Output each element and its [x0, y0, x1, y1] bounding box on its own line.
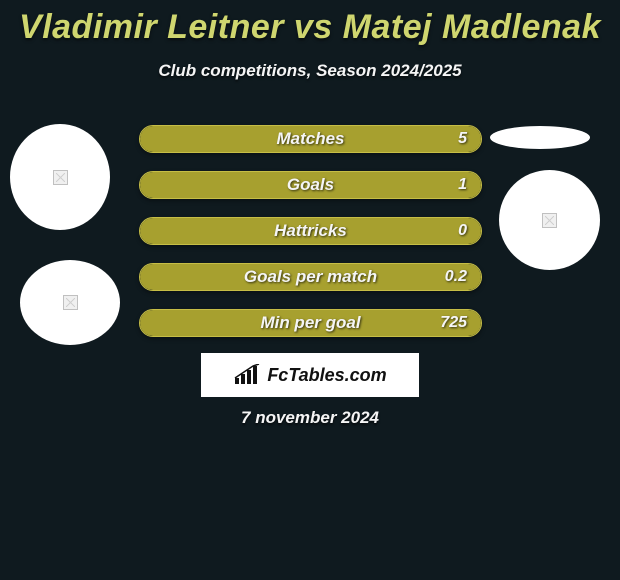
stats-bars: Matches 5 Goals 1 Hattricks 0 Goals per match 0… [139, 125, 482, 355]
date-text: 7 november 2024 [0, 408, 620, 428]
stat-bar: Min per goal 725 [139, 309, 482, 337]
stat-bar-value: 725 [440, 314, 467, 332]
brand-chart-icon [233, 364, 261, 386]
stat-bar: Matches 5 [139, 125, 482, 153]
stat-bar-value: 1 [458, 176, 467, 194]
avatar-circle [499, 170, 600, 270]
stat-bar-label: Goals [287, 175, 334, 195]
avatar-circle [20, 260, 120, 345]
avatar-circle [10, 124, 110, 230]
broken-image-icon [63, 295, 78, 310]
stat-bar: Hattricks 0 [139, 217, 482, 245]
page-title: Vladimir Leitner vs Matej Madlenak [0, 0, 620, 47]
broken-image-icon [542, 213, 557, 228]
stat-bar-value: 0.2 [445, 268, 467, 286]
stat-bar-label: Min per goal [260, 313, 360, 333]
brand-box: FcTables.com [201, 353, 419, 397]
stat-bar-value: 0 [458, 222, 467, 240]
stat-bar-value: 5 [458, 130, 467, 148]
stat-bar-label: Hattricks [274, 221, 347, 241]
stat-bar: Goals 1 [139, 171, 482, 199]
brand-text: FcTables.com [267, 365, 386, 386]
stat-bar-label: Matches [276, 129, 344, 149]
broken-image-icon [53, 170, 68, 185]
page-subtitle: Club competitions, Season 2024/2025 [0, 61, 620, 81]
avatar-ellipse [490, 126, 590, 149]
stat-bar: Goals per match 0.2 [139, 263, 482, 291]
stat-bar-label: Goals per match [244, 267, 377, 287]
